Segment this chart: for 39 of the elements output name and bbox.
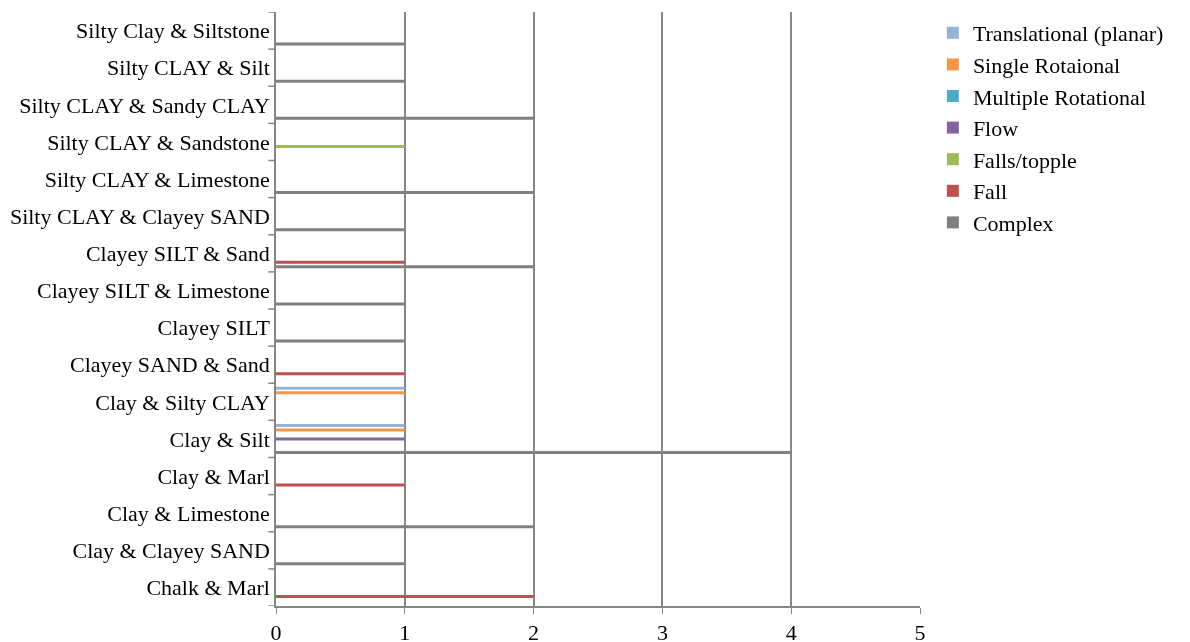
y-tick-label: Clay & Silt [169, 426, 270, 452]
y-tick-label: Chalk & Marl [146, 575, 270, 601]
legend-label: Fall [972, 179, 1008, 205]
bar [276, 386, 405, 390]
y-tick-label: Silty CLAY & Limestone [44, 166, 270, 192]
x-tick-label: 4 [785, 620, 797, 642]
y-tick-label: Clayey SILT & Sand [85, 241, 270, 267]
y-tick-label: Clay & Clayey SAND [72, 538, 270, 564]
y-tick-label: Silty CLAY & Sandy CLAY [19, 92, 270, 118]
legend-label: Translational (planar) [972, 21, 1164, 47]
legend-label: Multiple Rotational [972, 84, 1146, 110]
y-tick-label: Clay & Silty CLAY [95, 389, 270, 415]
bar [276, 437, 405, 441]
y-tick-label: Silty Clay & Siltstone [76, 18, 270, 44]
y-tick-label: Clay & Marl [157, 463, 270, 489]
y-tick-label: Clayey SAND & Sand [70, 352, 270, 378]
x-tick-label: 0 [270, 620, 282, 642]
x-tick-label: 1 [399, 620, 411, 642]
y-tick-label: Silty CLAY & Silt [107, 55, 270, 81]
legend-label: Complex [972, 210, 1054, 236]
x-tick-label: 3 [656, 620, 668, 642]
legend-label: Falls/topple [972, 147, 1077, 173]
bar [276, 483, 405, 487]
bar [276, 428, 405, 432]
bar [276, 260, 405, 264]
y-tick-label: Clay & Limestone [107, 500, 270, 526]
bar [276, 423, 405, 427]
x-tick-label: 5 [914, 620, 926, 642]
bar [276, 372, 405, 376]
y-tick-label: Clayey SILT & Limestone [37, 278, 270, 304]
y-tick-label: Silty CLAY & Clayey SAND [9, 203, 270, 229]
x-tick-label: 2 [528, 620, 540, 642]
y-tick-label: Clayey SILT [157, 315, 271, 341]
legend-label: Single Rotaional [972, 52, 1121, 78]
bar [276, 144, 405, 148]
legend-label: Flow [972, 116, 1019, 142]
y-tick-label: Silty CLAY & Sandstone [47, 129, 270, 155]
bar [276, 391, 405, 395]
bar [276, 594, 534, 598]
